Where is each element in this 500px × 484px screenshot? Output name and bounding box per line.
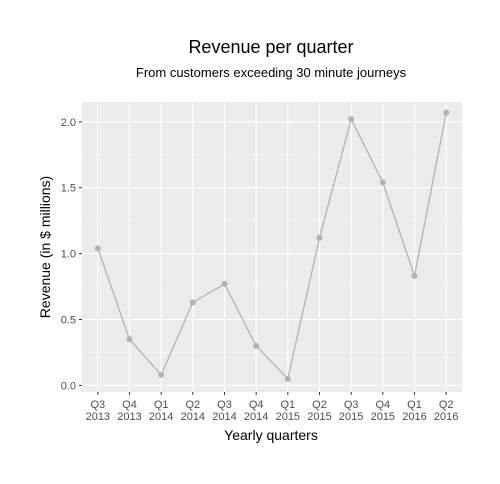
chart-subtitle: From customers exceeding 30 minute journ… [136, 65, 407, 80]
chart-title: Revenue per quarter [188, 37, 353, 57]
x-tick-label: Q2 2016 [434, 399, 458, 423]
x-tick-label: Q3 2014 [212, 399, 236, 423]
revenue-series [94, 109, 450, 382]
data-point [348, 116, 355, 123]
data-point [253, 342, 260, 349]
y-tick-label: 2.0 [61, 117, 76, 129]
y-axis: 0.0 0.5 1.0 1.5 2.0 [61, 117, 82, 392]
x-tick-label: Q2 2014 [181, 399, 205, 423]
data-point [316, 234, 323, 241]
x-tick-label: Q1 2015 [276, 399, 300, 423]
y-tick-label: 1.5 [61, 183, 76, 195]
y-axis-title: Revenue (in $ millions) [37, 176, 53, 318]
y-tick-label: 0.5 [61, 315, 76, 327]
data-point [126, 336, 133, 343]
minor-gridlines [82, 154, 462, 353]
data-point [221, 280, 228, 287]
x-tick-label: Q4 2015 [371, 399, 395, 423]
x-tick-label: Q2 2015 [307, 399, 331, 423]
series-line [97, 112, 447, 381]
data-point [379, 179, 386, 186]
data-point [284, 375, 291, 382]
x-tick-label: Q3 2013 [86, 399, 110, 423]
x-axis-title: Yearly quarters [224, 427, 318, 443]
y-tick-label: 0.0 [61, 380, 76, 392]
data-point [411, 273, 418, 279]
data-point [443, 109, 450, 116]
data-point [189, 299, 196, 306]
plot-panel [82, 102, 462, 392]
x-tick-label: Q4 2013 [117, 399, 141, 423]
x-tick-label: Q3 2015 [339, 399, 363, 423]
x-tick-label: Q1 2016 [402, 399, 426, 423]
x-axis: Q3 2013 Q4 2013 Q1 2014 Q2 2014 Q3 2014 Q4 2014 Q1 20… [86, 392, 458, 423]
x-tick-label: Q4 2014 [244, 399, 268, 423]
data-point [94, 245, 101, 252]
data-point [158, 371, 165, 378]
y-tick-label: 1.0 [61, 249, 76, 261]
x-tick-label: Q1 2014 [149, 399, 173, 423]
